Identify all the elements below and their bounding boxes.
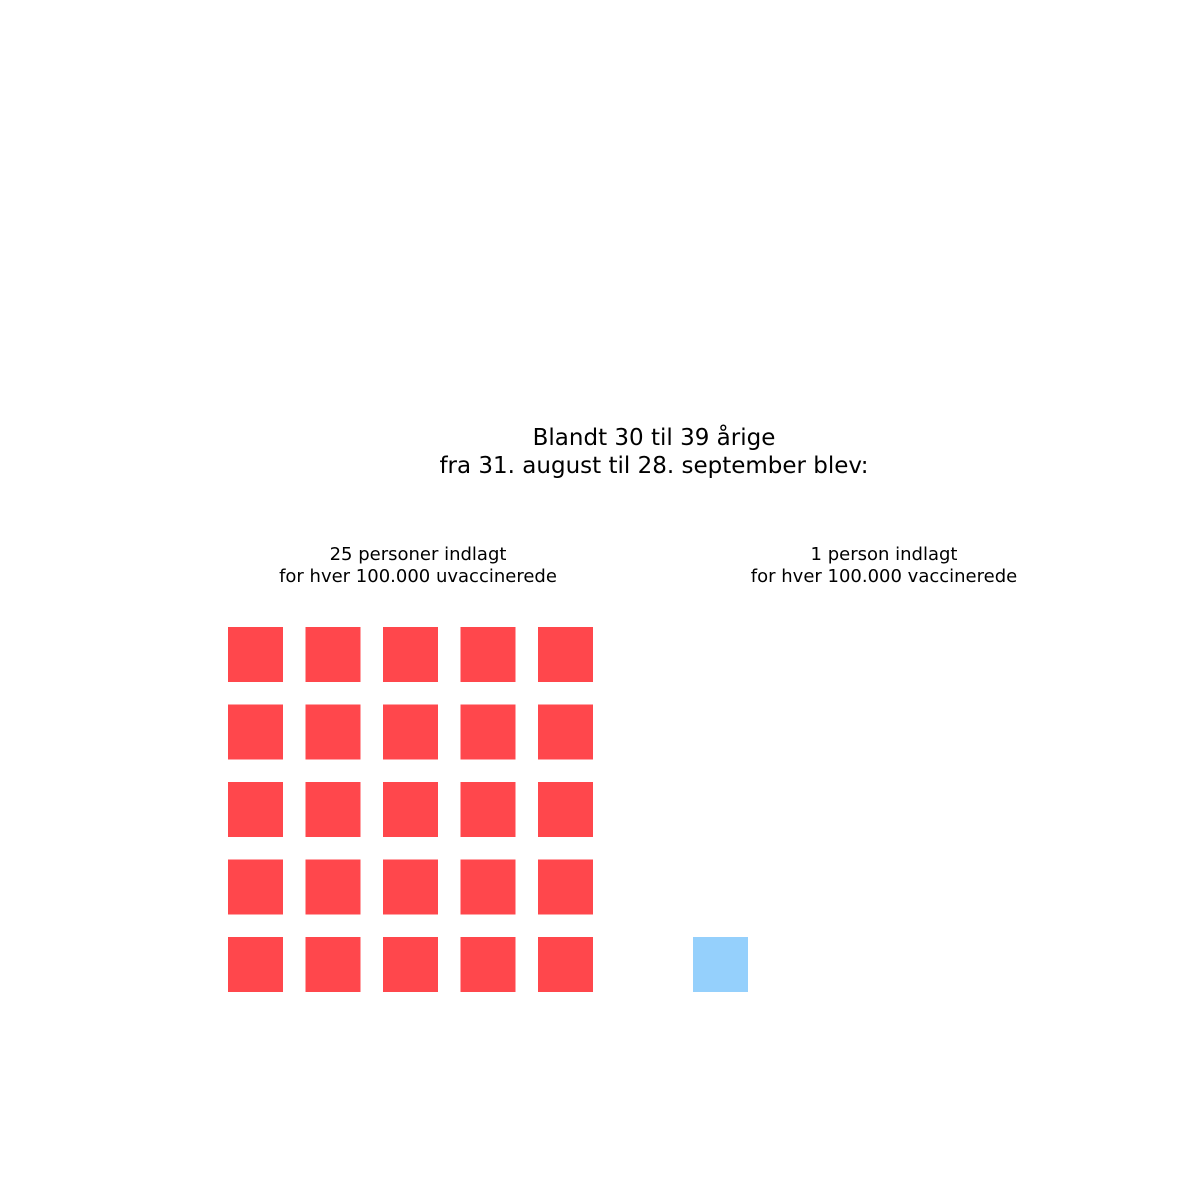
unvaccinated-square — [460, 782, 516, 837]
unvaccinated-square — [228, 859, 283, 915]
unvaccinated-square — [383, 704, 438, 760]
unvaccinated-label-line-1: 25 personer indlagt — [329, 544, 507, 565]
vaccinated-group-label: 1 person indlagt for hver 100.000 vaccin… — [664, 544, 1104, 588]
unvaccinated-square — [305, 704, 361, 760]
unvaccinated-square — [305, 782, 361, 837]
unvaccinated-square — [228, 937, 283, 992]
unvaccinated-square — [460, 859, 516, 915]
vaccinated-label-line-2: for hver 100.000 vaccinerede — [750, 566, 1018, 587]
unvaccinated-square — [538, 782, 593, 837]
unvaccinated-square — [460, 937, 516, 992]
unvaccinated-square — [538, 859, 593, 915]
unvaccinated-square — [460, 627, 516, 682]
unvaccinated-square — [305, 627, 361, 682]
unvaccinated-square — [538, 627, 593, 682]
unvaccinated-group-label: 25 personer indlagt for hver 100.000 uva… — [198, 544, 638, 588]
unvaccinated-square — [538, 937, 593, 992]
vaccinated-label-line-1: 1 person indlagt — [810, 544, 958, 565]
unvaccinated-square — [383, 782, 438, 837]
unvaccinated-label-line-2: for hver 100.000 uvaccinerede — [279, 566, 557, 587]
unvaccinated-square — [305, 937, 361, 992]
unvaccinated-square — [538, 704, 593, 760]
unvaccinated-square — [383, 937, 438, 992]
unvaccinated-squares-grid — [228, 627, 593, 992]
unvaccinated-square — [228, 782, 283, 837]
unvaccinated-square — [383, 859, 438, 915]
unvaccinated-square — [305, 859, 361, 915]
chart-title: Blandt 30 til 39 årige fra 31. august ti… — [354, 424, 954, 480]
chart-title-line-2: fra 31. august til 28. september blev: — [439, 453, 869, 479]
unvaccinated-square — [228, 704, 283, 760]
vaccinated-square — [693, 937, 748, 992]
chart-title-line-1: Blandt 30 til 39 årige — [532, 425, 776, 451]
vaccinated-squares-grid — [693, 937, 748, 992]
unvaccinated-square — [383, 627, 438, 682]
unvaccinated-square — [228, 627, 283, 682]
unvaccinated-square — [460, 704, 516, 760]
